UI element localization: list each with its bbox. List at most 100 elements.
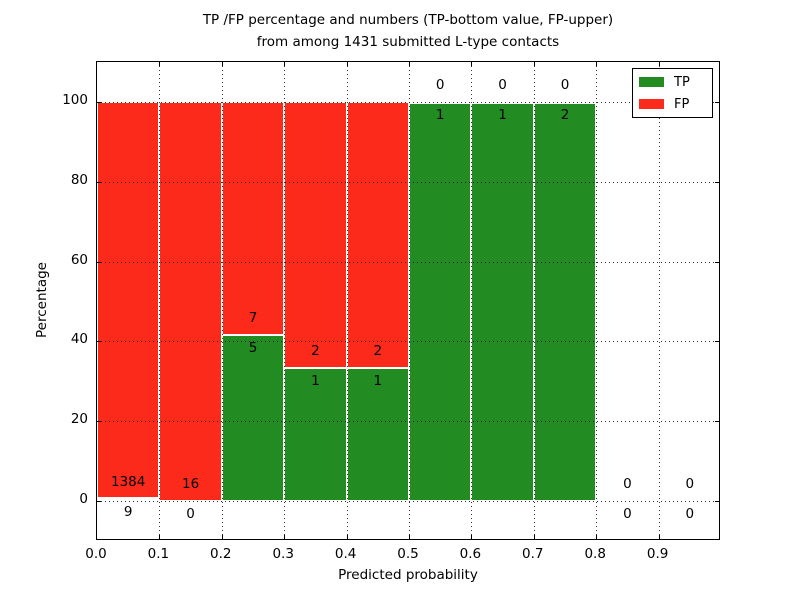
tp-count-label: 0 <box>685 506 695 523</box>
y-tick-left <box>97 501 101 503</box>
bar-segment-fp <box>97 101 160 499</box>
y-tick-label: 40 <box>70 331 88 348</box>
fp-count-label: 7 <box>248 309 258 326</box>
x-tick-label: 0.1 <box>147 546 170 562</box>
fp-count-label: 0 <box>435 76 445 93</box>
x-tick-top <box>596 62 598 66</box>
x-tick-bottom <box>596 535 598 539</box>
plot-area: 1384 9 16 0 7 5 2 1 2 1 0 1 0 1 0 2 0 0 0 0 TP FP <box>96 61 720 540</box>
bar-segment-tp <box>409 101 472 502</box>
y-tick-label: 100 <box>62 91 88 108</box>
tp-count-label: 0 <box>623 506 632 523</box>
tp-count-label: 2 <box>560 106 570 123</box>
y-tick-label: 20 <box>70 411 88 428</box>
y-tick-left <box>97 261 101 263</box>
y-tick-right <box>715 181 719 183</box>
x-tick-top <box>346 62 348 66</box>
bar-segment-tp <box>533 101 597 502</box>
x-tick-bottom <box>159 535 161 539</box>
x-gridline <box>471 62 473 539</box>
y-gridline <box>97 261 719 263</box>
x-gridline <box>596 62 598 539</box>
x-tick-bottom <box>409 535 410 539</box>
x-tick-bottom <box>346 535 348 539</box>
x-tick-top <box>658 62 660 66</box>
x-gridline <box>346 62 348 539</box>
y-tick-label: 60 <box>70 251 88 268</box>
x-gridline <box>658 62 660 539</box>
x-tick-top <box>533 62 535 66</box>
legend-row-fp: FP <box>639 97 706 112</box>
legend: TP FP <box>632 68 713 118</box>
x-tick-top <box>284 62 286 66</box>
y-gridline <box>97 421 719 423</box>
x-axis-label: Predicted probability <box>338 567 478 583</box>
bar-segment-fp <box>159 101 222 502</box>
x-tick-label: 0.0 <box>85 546 107 562</box>
x-gridline <box>159 62 161 539</box>
bar-segment-tp <box>221 334 285 502</box>
y-gridline <box>97 341 719 343</box>
y-tick-right <box>715 341 719 343</box>
x-tick-bottom <box>658 535 660 539</box>
legend-label-fp: FP <box>674 96 690 112</box>
legend-row-tp: TP <box>639 75 706 90</box>
y-gridline <box>97 181 719 183</box>
bar-segment-tp <box>471 101 534 502</box>
x-tick-label: 0.6 <box>459 546 482 562</box>
tp-count-label: 9 <box>123 503 133 520</box>
y-tick-right <box>715 101 719 103</box>
legend-swatch-tp-icon <box>639 77 664 87</box>
x-tick-top <box>471 62 473 66</box>
y-gridline <box>97 501 719 503</box>
y-tick-right <box>715 501 719 503</box>
y-tick-right <box>715 261 719 263</box>
tp-count-label: 1 <box>311 373 320 390</box>
y-tick-left <box>97 421 101 423</box>
y-axis-label: Percentage <box>34 262 50 338</box>
bar-segment-fp <box>284 101 347 369</box>
fp-count-label: 2 <box>373 343 383 360</box>
chart-title: TP /FP percentage and numbers (TP-bottom… <box>8 9 800 53</box>
x-gridline <box>221 62 223 539</box>
y-tick-left <box>97 341 101 343</box>
fp-count-label: 16 <box>182 476 200 493</box>
x-tick-bottom <box>471 535 473 539</box>
tp-count-label: 0 <box>186 506 195 523</box>
x-tick-label: 0.9 <box>646 546 669 562</box>
y-tick-right <box>715 421 719 423</box>
y-tick-left <box>97 181 101 183</box>
legend-label-tp: TP <box>674 74 690 90</box>
y-tick-label: 80 <box>70 171 88 188</box>
x-tick-top <box>221 62 223 66</box>
x-tick-bottom <box>221 535 223 539</box>
tp-count-label: 1 <box>435 106 445 123</box>
fp-count-label: 0 <box>685 476 695 493</box>
x-tick-top <box>159 62 161 66</box>
tp-count-label: 1 <box>498 106 507 123</box>
bar-segment-tp <box>97 498 160 502</box>
legend-swatch-fp-icon <box>639 99 664 109</box>
fp-count-label: 0 <box>498 76 507 93</box>
tp-count-label: 1 <box>373 373 383 390</box>
chart-title-line1: TP /FP percentage and numbers (TP-bottom… <box>202 12 614 28</box>
x-gridline <box>284 62 286 539</box>
x-tick-bottom <box>284 535 286 539</box>
x-tick-top <box>409 62 410 66</box>
x-tick-label: 0.3 <box>272 546 294 562</box>
x-gridline <box>409 62 410 539</box>
x-tick-label: 0.8 <box>584 546 606 562</box>
x-tick-label: 0.5 <box>397 546 419 562</box>
y-tick-left <box>97 101 101 103</box>
fp-count-label: 0 <box>623 476 632 493</box>
x-tick-label: 0.7 <box>522 546 544 562</box>
bar-segment-fp <box>221 101 285 335</box>
y-gridline <box>97 101 719 103</box>
tp-count-label: 5 <box>248 339 258 356</box>
chart-title-line2: from among 1431 submitted L-type contact… <box>256 34 560 50</box>
fp-count-label: 0 <box>560 76 570 93</box>
x-tick-bottom <box>533 535 535 539</box>
y-tick-label: 0 <box>79 491 88 508</box>
bar-segment-fp <box>346 101 409 369</box>
